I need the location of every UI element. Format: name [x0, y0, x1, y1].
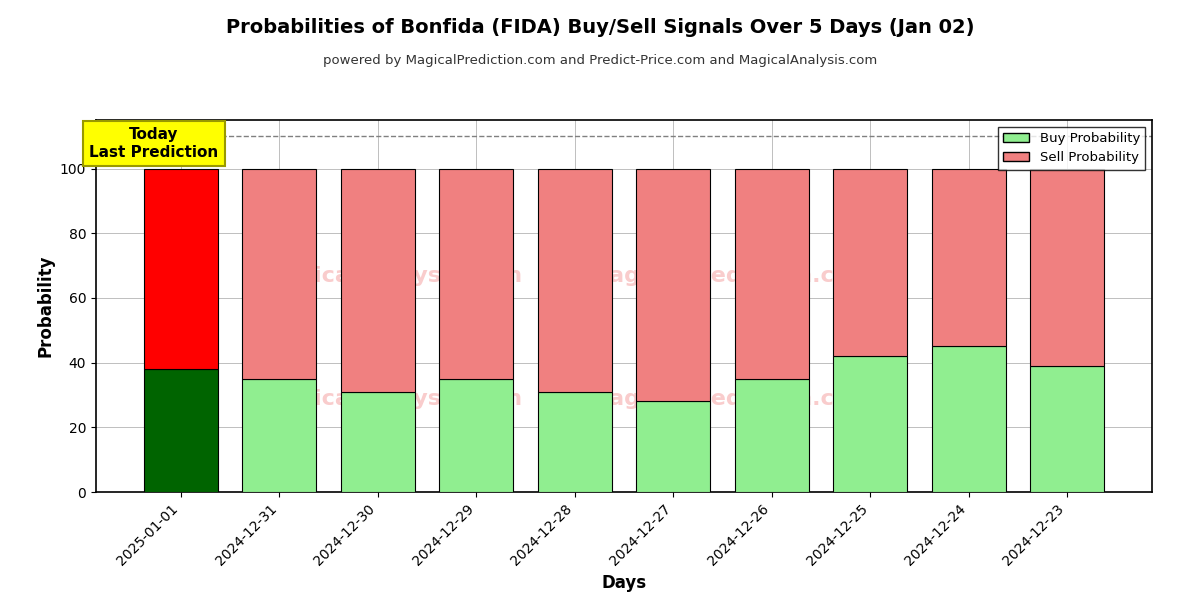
Bar	[439, 379, 514, 492]
Bar	[833, 169, 907, 356]
Bar	[144, 169, 218, 369]
X-axis label: Days: Days	[601, 574, 647, 592]
Bar	[931, 169, 1006, 346]
Bar	[439, 169, 514, 379]
Text: Probabilities of Bonfida (FIDA) Buy/Sell Signals Over 5 Days (Jan 02): Probabilities of Bonfida (FIDA) Buy/Sell…	[226, 18, 974, 37]
Bar	[341, 392, 415, 492]
Bar	[931, 346, 1006, 492]
Text: MagicalAnalysis.com: MagicalAnalysis.com	[262, 389, 522, 409]
Bar	[538, 169, 612, 392]
Text: MagicalAnalysis.com: MagicalAnalysis.com	[262, 266, 522, 286]
Bar	[144, 369, 218, 492]
Bar	[242, 379, 317, 492]
Bar	[1030, 169, 1104, 366]
Text: Today
Last Prediction: Today Last Prediction	[90, 127, 218, 160]
Text: powered by MagicalPrediction.com and Predict-Price.com and MagicalAnalysis.com: powered by MagicalPrediction.com and Pre…	[323, 54, 877, 67]
Bar	[538, 392, 612, 492]
Text: MagicalPrediction.com: MagicalPrediction.com	[587, 266, 872, 286]
Bar	[341, 169, 415, 392]
Y-axis label: Probability: Probability	[36, 255, 54, 357]
Text: MagicalPrediction.com: MagicalPrediction.com	[587, 389, 872, 409]
Bar	[833, 356, 907, 492]
Bar	[636, 169, 710, 401]
Bar	[734, 169, 809, 379]
Legend: Buy Probability, Sell Probability: Buy Probability, Sell Probability	[997, 127, 1146, 170]
Bar	[1030, 366, 1104, 492]
Bar	[242, 169, 317, 379]
Bar	[636, 401, 710, 492]
Bar	[734, 379, 809, 492]
